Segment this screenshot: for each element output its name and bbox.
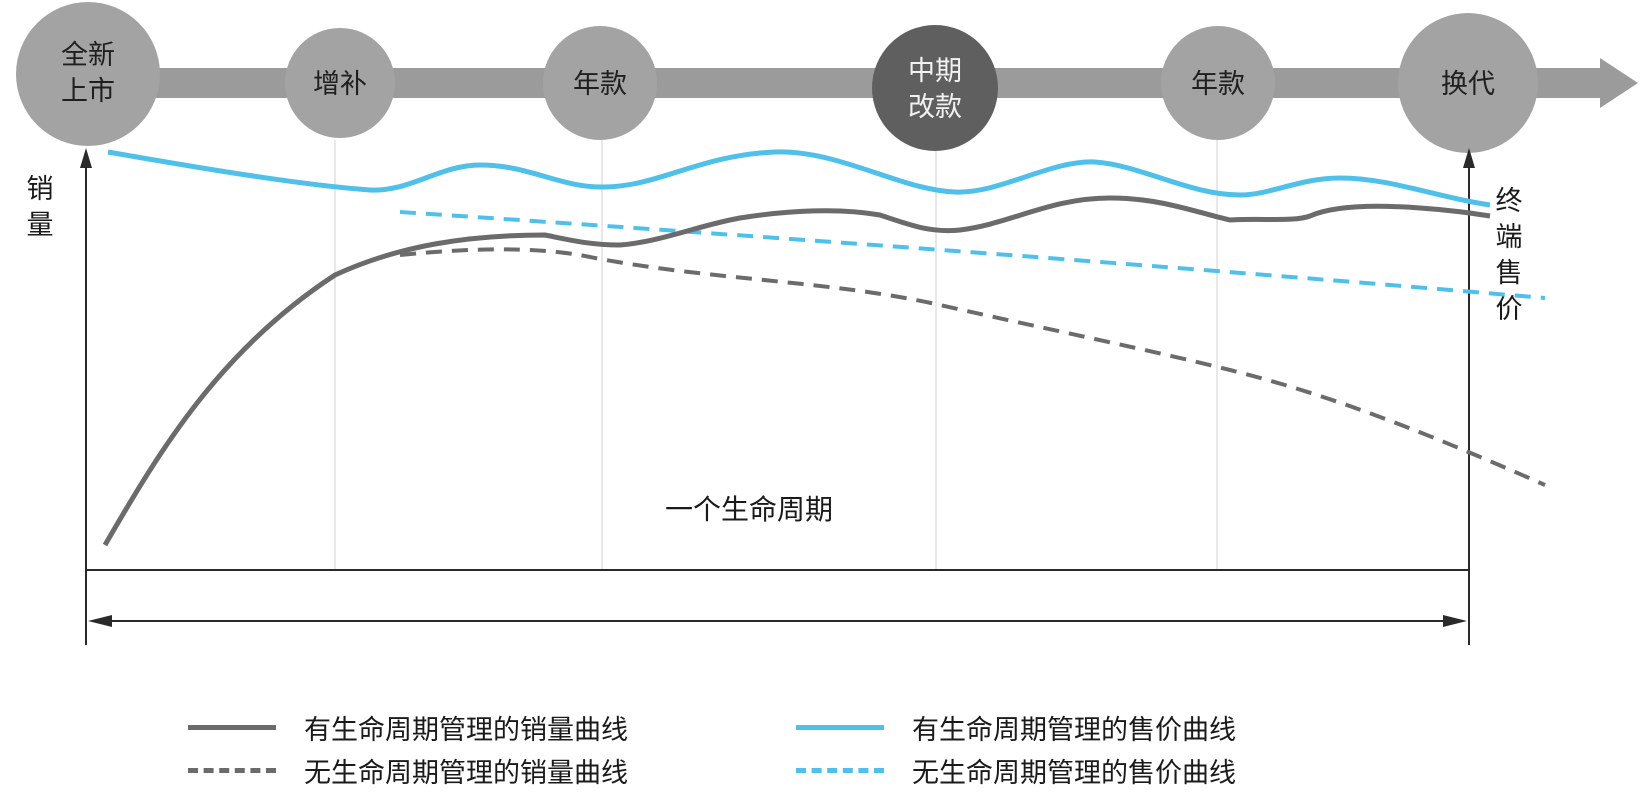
period-label: 一个生命周期	[665, 493, 833, 526]
milestone-circle	[872, 25, 998, 151]
milestone-circle	[16, 2, 160, 146]
milestone-label: 年款	[573, 69, 627, 100]
price-curve-managed	[107, 149, 1491, 208]
price-axis-label: 终	[1496, 186, 1523, 217]
sales-curve-managed	[102, 195, 1491, 547]
milestones: 全新 上市 增补 年款 中期 改款 年款 换代	[16, 2, 1538, 153]
milestone-label: 中期	[908, 56, 962, 87]
sales-curve-unmanaged	[399, 247, 1546, 487]
timeline-arrowhead	[1600, 58, 1638, 108]
milestone-label: 上市	[61, 76, 115, 107]
price-curve-unmanaged	[399, 210, 1546, 300]
milestone-generation-change: 换代	[1398, 13, 1538, 153]
milestone-model-year-1: 年款	[543, 26, 657, 140]
milestone-circle	[543, 26, 657, 140]
milestone-label: 年款	[1191, 69, 1245, 100]
milestone-label: 全新	[61, 40, 115, 71]
price-axis-label: 价	[1496, 294, 1523, 325]
period-span-left-arrowhead	[88, 615, 112, 627]
milestone-model-year-2: 年款	[1161, 26, 1275, 140]
milestone-circle	[285, 28, 395, 138]
price-axis-label: 售	[1496, 258, 1523, 289]
milestone-circle	[1161, 26, 1275, 140]
milestone-midcycle: 中期 改款	[872, 25, 998, 151]
period-span-arrow	[88, 615, 1467, 627]
milestone-label: 换代	[1441, 69, 1495, 100]
sales-axis-label: 量	[27, 210, 54, 241]
period-span-right-arrowhead	[1443, 615, 1467, 627]
price-axis-label: 端	[1496, 222, 1523, 253]
axes	[80, 148, 1475, 645]
milestone-gridlines	[334, 140, 1218, 570]
milestone-label: 改款	[908, 92, 962, 123]
milestone-supplement: 增补	[285, 28, 395, 138]
right-axis-arrowhead	[1463, 148, 1475, 168]
milestone-circle	[1398, 13, 1538, 153]
milestone-label: 增补	[313, 69, 367, 100]
sales-axis-label: 销	[27, 174, 54, 205]
left-axis-arrowhead	[80, 148, 92, 168]
milestone-launch: 全新 上市	[16, 2, 160, 146]
